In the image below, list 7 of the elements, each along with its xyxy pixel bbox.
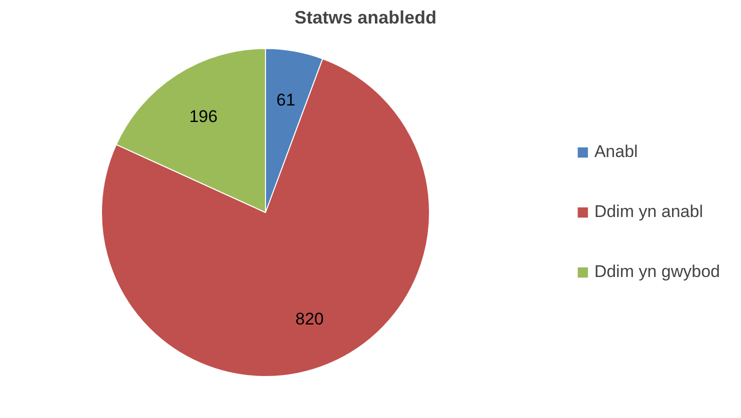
data-label: 196	[189, 106, 218, 126]
data-label: 61	[276, 90, 296, 110]
legend-label: Anabl	[594, 142, 638, 162]
legend-label: Ddim yn anabl	[594, 202, 703, 222]
data-label: 820	[295, 310, 324, 329]
legend-label: Ddim yn gwybod	[594, 262, 720, 282]
chart-title: Statws anabledd	[294, 8, 437, 28]
